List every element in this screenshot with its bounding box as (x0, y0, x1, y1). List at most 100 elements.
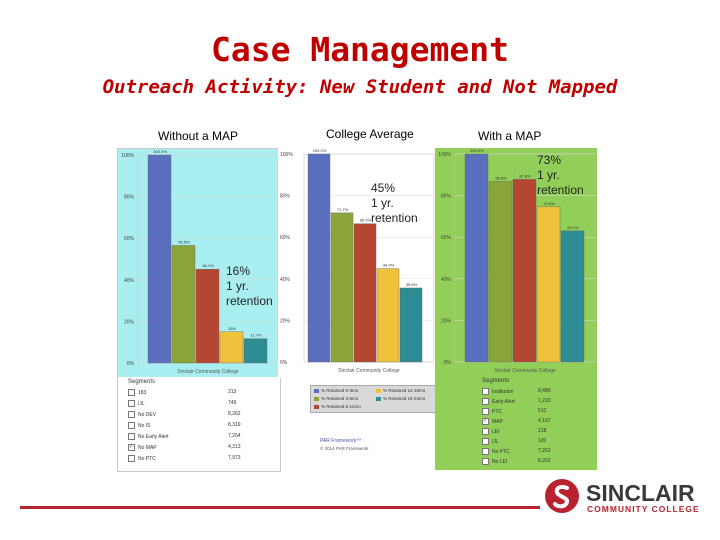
label-with-map: With a MAP (478, 129, 542, 143)
legend-swatch (376, 388, 381, 393)
bar-value-label: 100.0% (313, 148, 327, 153)
y-tick-label: 100% (121, 153, 134, 159)
segment-label: No IS (138, 422, 151, 429)
legend-label: % Retained 6-12mo (321, 404, 361, 409)
label-college-average: College Average (326, 127, 414, 141)
bar (399, 287, 423, 363)
legend-item: % Retained 18-24mo (376, 396, 425, 401)
legend-swatch (314, 404, 319, 409)
segment-checkbox[interactable] (128, 422, 135, 429)
segment-count: 8,262 (538, 458, 551, 464)
segment-row[interactable]: No IS 8,319 (128, 422, 241, 429)
segment-row[interactable]: IJL 120 (482, 438, 546, 445)
callout-with-map: 73% 1 yr. retention (537, 153, 584, 198)
bar (353, 223, 377, 363)
bar-value-label: 86.8% (495, 175, 507, 180)
segment-checkbox[interactable]: ✓ (128, 444, 135, 451)
segment-checkbox[interactable] (128, 455, 135, 462)
bar-value-label: 15% (228, 326, 236, 331)
callout-college-average-period: 1 yr. (371, 196, 394, 210)
legend-college-average: % Retained 0-3mo % Retained 3-6mo % Retain… (310, 385, 436, 413)
segment-row[interactable]: LEI 218 (482, 428, 546, 435)
chart-footer-label: Sinclair Community College (338, 368, 400, 374)
segment-label: LEI (492, 428, 500, 435)
chart-college-average: 100% 80% 60% 40% 20% 0% 100.0% 71.7% 66.5% 44.9% 3… (280, 148, 435, 374)
segment-checkbox[interactable] (482, 438, 489, 445)
segment-row[interactable]: IJL 749 (128, 400, 236, 407)
y-tick-label: 0% (280, 360, 288, 366)
segment-count: 749 (228, 400, 237, 406)
chart-with-map: 100% 80% 60% 40% 20% 0% 100.0% 86.8% 87.8% 74.6% 6… (438, 148, 596, 374)
par-framework-link[interactable]: PAR Framework™ (320, 438, 362, 444)
y-tick-label: 0% (444, 360, 452, 366)
segment-row[interactable]: No DEV 8,262 (128, 411, 241, 418)
segment-count: 1,220 (538, 398, 551, 404)
segment-count: 8,480 (538, 388, 551, 394)
legend-item: % Retained 12-18mo (376, 388, 425, 393)
bar-value-label: 100.0% (153, 149, 167, 154)
segment-checkbox[interactable] (482, 388, 489, 395)
segment-checkbox[interactable] (482, 448, 489, 455)
segment-row[interactable]: ✓ No MAP 4,313 (128, 444, 241, 451)
segment-row[interactable]: 183 213 (128, 389, 236, 396)
bar-value-label: 100.0% (470, 148, 484, 153)
bar (488, 181, 513, 363)
bar-value-label: 44.9% (383, 263, 395, 268)
bar-value-label: 74.6% (543, 201, 555, 206)
label-without-map: Without a MAP (158, 129, 239, 143)
bar-value-label: 63.1% (567, 225, 579, 230)
segment-checkbox[interactable] (128, 411, 135, 418)
segment-count: 7,973 (228, 455, 241, 461)
segment-count: 7,264 (228, 433, 241, 439)
segment-label: PTC (492, 408, 502, 415)
segment-checkbox[interactable]: ✓ (482, 418, 489, 425)
bar (307, 153, 331, 363)
panel-college-average: 100% 80% 60% 40% 20% 0% 100.0% 71.7% 66.5% 44.9% 3… (278, 148, 436, 378)
segments-header-right: Segments (482, 378, 510, 384)
panel-without-map: 100% 80% 60% 40% 20% 0% 100.0% 56.5% 45.1% 15% 11.… (117, 148, 281, 472)
segment-checkbox[interactable] (482, 428, 489, 435)
segments-header-left: Segments (128, 379, 156, 385)
bar (219, 331, 244, 364)
segment-checkbox[interactable] (128, 400, 135, 407)
segment-count: 8,262 (228, 411, 241, 417)
bar (512, 179, 537, 363)
segment-checkbox[interactable] (128, 389, 135, 396)
segment-checkbox[interactable] (482, 398, 489, 405)
segment-row[interactable]: No Early Alert 7,264 (128, 433, 241, 440)
chart-footer-label: Sinclair Community College (494, 368, 556, 374)
legend-label: % Retained 0-3mo (321, 388, 359, 393)
segment-row[interactable]: ✓ MAP 4,167 (482, 418, 551, 425)
segment-label: 183 (138, 389, 147, 396)
y-tick-label: 40% (124, 278, 135, 284)
y-tick-label: 20% (441, 318, 452, 324)
callout-college-average-pct: 45% (371, 181, 396, 195)
segment-row[interactable]: No PTC 7,262 (482, 448, 551, 455)
segment-count: 120 (538, 438, 547, 444)
segment-checkbox[interactable] (128, 433, 135, 440)
bar-value-label: 66.5% (360, 218, 372, 223)
callout-with-map-pct: 73% (537, 153, 562, 167)
segment-checkbox[interactable] (482, 458, 489, 465)
y-tick-label: 0% (127, 361, 135, 367)
segment-row[interactable]: No PTC 7,973 (128, 455, 241, 462)
bar-value-label: 71.7% (337, 207, 349, 212)
legend-swatch (314, 388, 319, 393)
segment-checkbox[interactable] (482, 408, 489, 415)
segment-label: Early Alert (492, 398, 515, 405)
segment-row[interactable]: No LEI 8,262 (482, 458, 551, 465)
par-copyright: © 2014 PAR Framework (320, 446, 369, 451)
segment-row[interactable]: PTC 510 (482, 408, 546, 415)
segment-row[interactable]: Institution 8,480 (482, 388, 551, 395)
segment-row[interactable]: Early Alert 1,220 (482, 398, 551, 405)
y-tick-label: 40% (280, 277, 291, 283)
legend-label: % Retained 3-6mo (321, 396, 359, 401)
y-tick-label: 100% (280, 152, 293, 158)
y-tick-label: 80% (124, 195, 135, 201)
bar-value-label: 56.5% (178, 239, 190, 244)
y-tick-label: 80% (441, 194, 452, 200)
bar (330, 212, 354, 363)
bar (376, 268, 400, 363)
callout-without-map-pct: 16% (226, 264, 251, 278)
legend-label: % Retained 18-24mo (383, 396, 426, 401)
